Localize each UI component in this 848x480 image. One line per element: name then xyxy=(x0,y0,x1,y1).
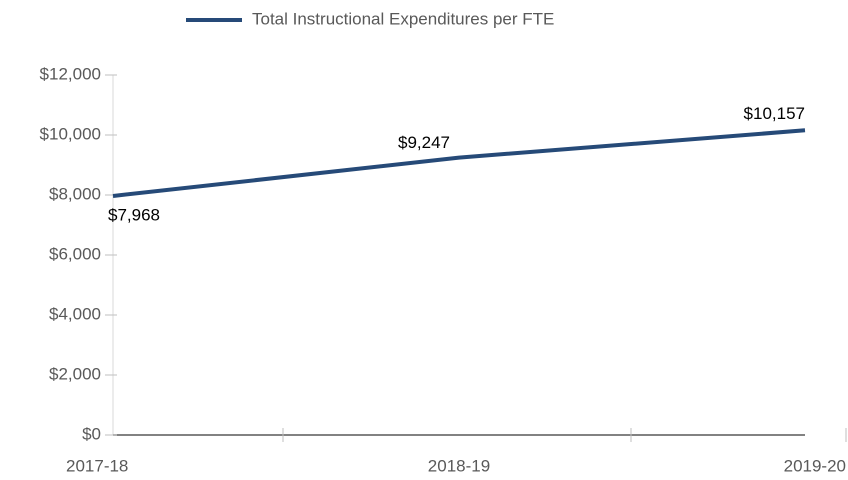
data-label: $10,157 xyxy=(744,104,805,123)
y-tick-label: $8,000 xyxy=(49,184,101,203)
line xyxy=(112,128,806,198)
x-tick-label: 2019-20 xyxy=(784,456,846,475)
data-label: $9,247 xyxy=(398,133,450,152)
legend-label: Total Instructional Expenditures per FTE xyxy=(252,9,554,28)
y-tick-label: $4,000 xyxy=(49,304,101,323)
x-tick-label: 2017-18 xyxy=(66,456,128,475)
y-tick-label: $12,000 xyxy=(40,64,101,83)
y-tick-label: $6,000 xyxy=(49,244,101,263)
data-label: $7,968 xyxy=(108,205,160,224)
x-tick-label: 2018-19 xyxy=(428,456,490,475)
y-tick-label: $2,000 xyxy=(49,364,101,383)
y-tick-label: $0 xyxy=(82,424,101,443)
y-tick-label: $10,000 xyxy=(40,124,101,143)
